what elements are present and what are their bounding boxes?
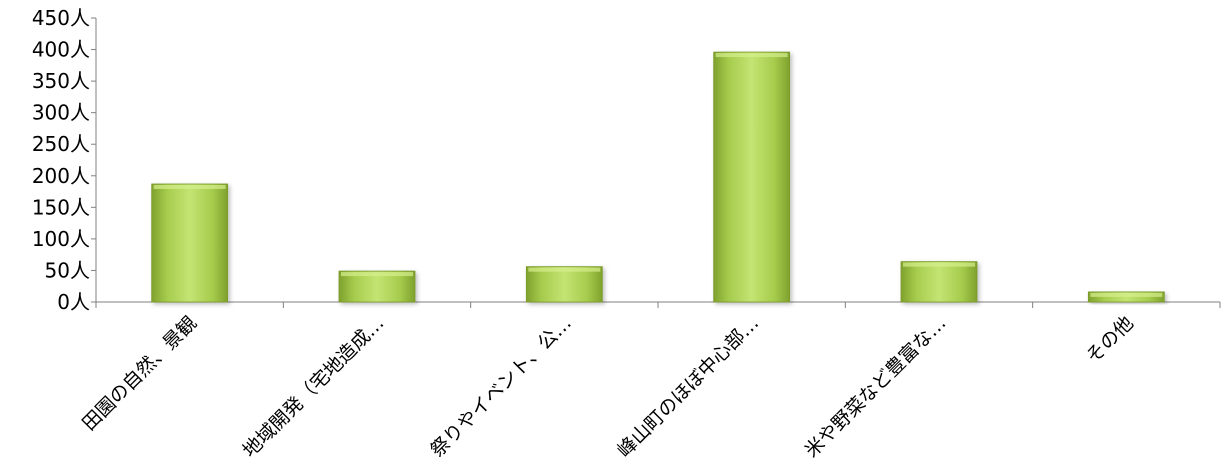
bar-highlight [1090, 292, 1163, 297]
y-tick-label: 450人 [32, 6, 90, 30]
y-tick-label: 50人 [45, 258, 90, 282]
y-tick-label: 150人 [32, 195, 90, 219]
category-label: その他 [1082, 312, 1138, 368]
y-tick-label: 300人 [32, 101, 90, 125]
bar-body [713, 51, 791, 303]
bar-body [151, 183, 229, 303]
y-tick-label: 200人 [32, 164, 90, 188]
bar-highlight [528, 267, 601, 272]
category-label: 米や野菜など豊富な… [801, 312, 951, 462]
bar [151, 183, 229, 303]
x-axis [95, 301, 1221, 308]
bar [713, 51, 791, 303]
y-tick-label: 400人 [32, 38, 90, 62]
category-label: 地域開発（宅地造成… [239, 312, 389, 462]
y-tick-label: 100人 [32, 227, 90, 251]
bar-highlight [903, 262, 975, 267]
category-label: 祭りやイベント、公… [426, 312, 576, 462]
bar [338, 270, 416, 303]
bar [900, 261, 978, 303]
bar [525, 266, 603, 303]
bar-highlight [153, 184, 226, 189]
bar-highlight [715, 53, 788, 58]
bar-highlight [341, 272, 413, 277]
category-labels: 田園の自然、景観 地域開発（宅地造成… 祭りやイベント、公… 峰山町のほぼ中心部… 米や… [78, 312, 1138, 462]
y-tick-label: 350人 [32, 69, 90, 93]
category-label: 田園の自然、景観 [78, 312, 201, 435]
bar-body [900, 261, 978, 303]
y-tick-label: 250人 [32, 132, 90, 156]
y-axis: 0人 50人 100人 150人 200人 250人 300人 350人 400人 450人 [32, 6, 97, 314]
bars [151, 51, 1165, 303]
bar-body [525, 266, 603, 303]
y-tick-label: 0人 [57, 290, 90, 314]
bar-body [338, 270, 416, 303]
bar [1087, 291, 1165, 303]
bar-body [1087, 291, 1165, 303]
category-label: 峰山町のほぼ中心部… [613, 312, 763, 462]
